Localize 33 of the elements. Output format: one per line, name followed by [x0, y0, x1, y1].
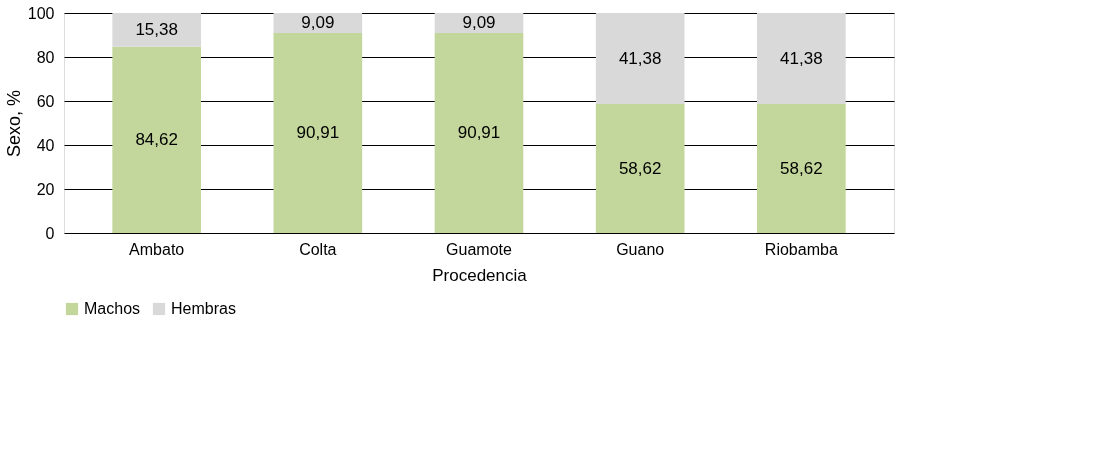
- y-tick-label: 80: [36, 48, 55, 66]
- y-tick-label: 40: [36, 136, 55, 154]
- data-label: 41,38: [780, 48, 823, 68]
- bar: [434, 33, 524, 233]
- bar: [757, 104, 846, 233]
- y-tick-label: 0: [45, 224, 55, 242]
- data-label: 58,62: [780, 158, 823, 178]
- y-tick-label: 20: [36, 180, 55, 198]
- x-tick-label: Riobamba: [764, 240, 838, 258]
- bar: [757, 13, 846, 105]
- data-label: 84,62: [135, 129, 178, 149]
- x-tick-label: Guamote: [446, 240, 513, 258]
- bar: [595, 13, 685, 105]
- data-label: 58,62: [618, 158, 662, 178]
- x-tick-label: Colta: [299, 240, 337, 258]
- data-label: 41,38: [618, 48, 662, 68]
- bar: [112, 13, 201, 47]
- bar: [273, 33, 363, 233]
- y-tick-label: 60: [36, 92, 55, 110]
- data-label: 15,38: [135, 19, 178, 39]
- y-tick-label: 100: [27, 4, 55, 22]
- data-label: 90,91: [457, 123, 501, 142]
- legend-label: Hembras: [171, 300, 236, 317]
- bar: [112, 46, 201, 233]
- data-label: 9,09: [301, 13, 335, 32]
- x-tick-label: Ambato: [129, 240, 185, 258]
- bar: [595, 104, 685, 233]
- x-axis-title: Procedencia: [432, 265, 528, 285]
- data-label: 9,09: [462, 13, 496, 32]
- legend-label: Machos: [84, 300, 141, 317]
- y-axis-title: Sexo, %: [3, 89, 24, 158]
- x-tick-label: Guano: [616, 240, 665, 258]
- data-label: 90,91: [296, 123, 340, 142]
